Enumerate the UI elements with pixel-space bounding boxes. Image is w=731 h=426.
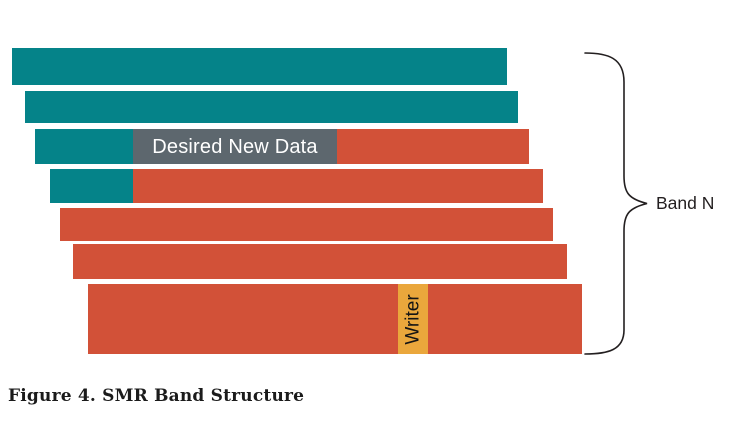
track-4 — [50, 169, 543, 203]
track-segment — [133, 169, 543, 203]
track-segment — [428, 284, 582, 354]
writer-segment: Writer — [398, 284, 428, 354]
track-6 — [73, 244, 567, 279]
track-segment — [73, 244, 567, 279]
track-5 — [60, 208, 553, 241]
track-segment — [35, 129, 133, 164]
track-segment — [12, 48, 507, 85]
track-segment — [25, 91, 518, 123]
track-segment — [50, 169, 133, 203]
track-7: Writer — [88, 284, 582, 354]
brace-path — [584, 52, 648, 355]
band-label: Band N — [656, 193, 715, 213]
desired-new-data-label: Desired New Data — [152, 135, 318, 158]
track-segment — [88, 284, 398, 354]
track-segment — [337, 129, 529, 164]
track-1 — [12, 48, 507, 85]
track-3: Desired New Data — [35, 129, 529, 164]
track-segment — [60, 208, 553, 241]
desired-new-data-segment: Desired New Data — [133, 129, 337, 164]
figure-caption: Figure 4. SMR Band Structure — [8, 386, 305, 406]
track-2 — [25, 91, 518, 123]
